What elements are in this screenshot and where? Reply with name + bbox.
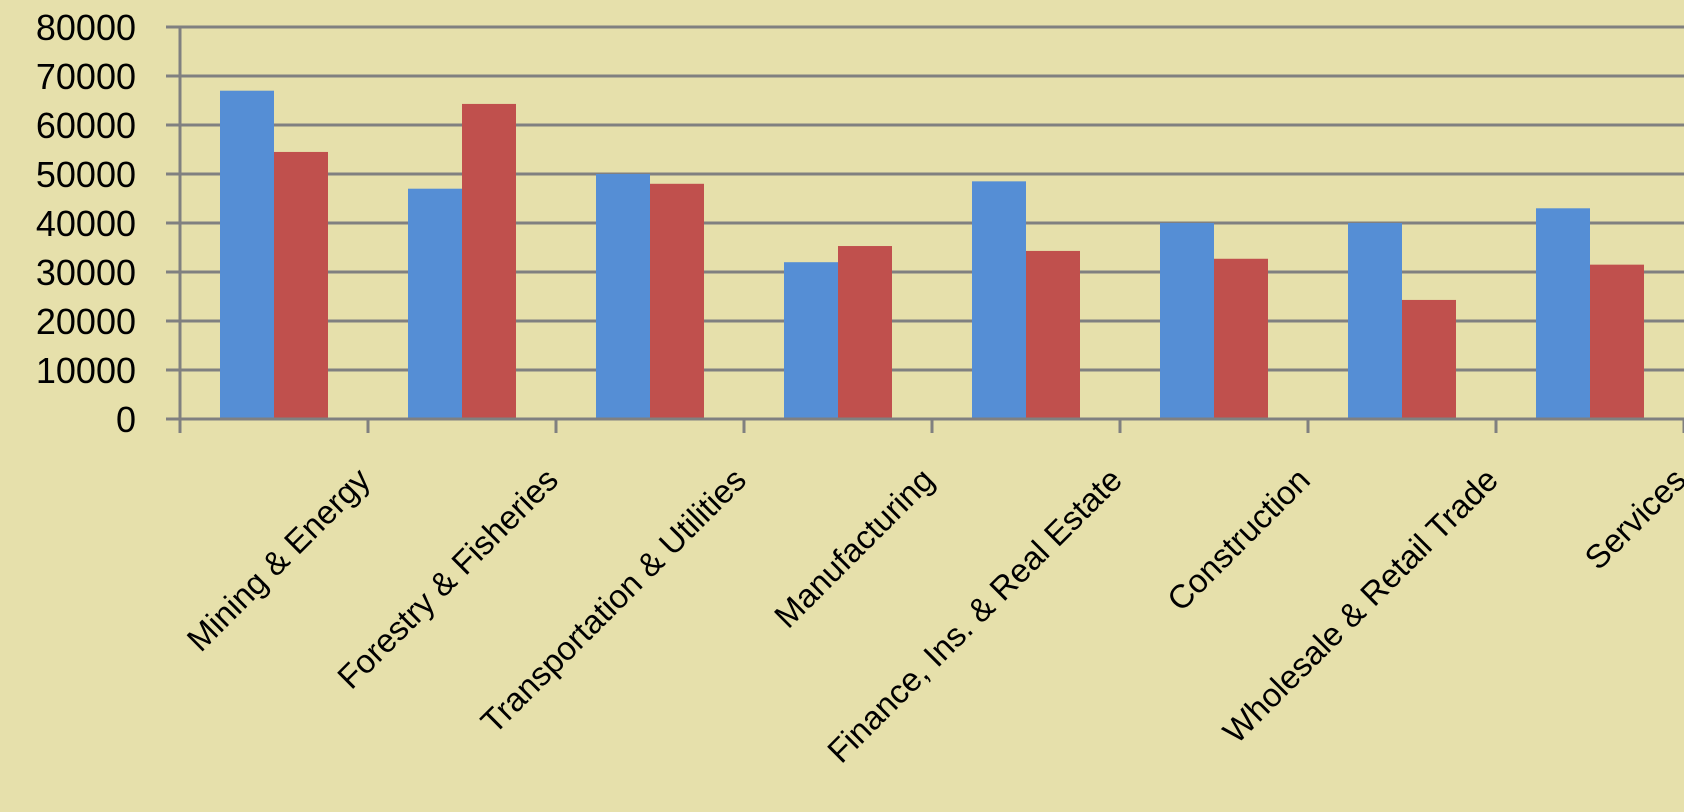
bar-series-1 bbox=[596, 174, 650, 419]
bar-series-2 bbox=[838, 246, 892, 419]
y-tick-label: 80000 bbox=[36, 7, 136, 48]
bar-series-1 bbox=[1160, 223, 1214, 419]
x-tick-label: Construction bbox=[1160, 461, 1317, 618]
bar-series-2 bbox=[1214, 258, 1268, 419]
y-tick-label: 70000 bbox=[36, 56, 136, 97]
x-axis bbox=[178, 27, 1684, 433]
bar-series-2 bbox=[1402, 299, 1456, 419]
bar-series-1 bbox=[1536, 208, 1590, 419]
x-tick-label: Services bbox=[1577, 461, 1684, 577]
y-tick-labels: 0 10000 20000 30000 40000 50000 60000 70000 8000… bbox=[36, 7, 136, 440]
y-tick-label: 0 bbox=[116, 399, 136, 440]
bars bbox=[220, 90, 1644, 420]
bar-series-1 bbox=[220, 90, 274, 419]
bar-series-2 bbox=[274, 151, 328, 419]
bar-series-2 bbox=[1590, 264, 1644, 419]
y-tick-label: 50000 bbox=[36, 154, 136, 195]
y-tick-label: 20000 bbox=[36, 301, 136, 342]
y-tick-label: 60000 bbox=[36, 105, 136, 146]
x-tick-label: Finance, Ins. & Real Estate bbox=[820, 461, 1129, 770]
bar-series-2 bbox=[650, 183, 704, 419]
x-tick-label: Manufacturing bbox=[767, 461, 941, 635]
bar-series-1 bbox=[784, 262, 838, 419]
x-tick-label: Mining & Energy bbox=[180, 460, 378, 658]
grid-lines bbox=[166, 25, 1684, 421]
bar-series-1 bbox=[408, 188, 462, 419]
y-tick-label: 40000 bbox=[36, 203, 136, 244]
bar-series-1 bbox=[1348, 223, 1402, 419]
y-tick-label: 10000 bbox=[36, 350, 136, 391]
bar-series-1 bbox=[972, 181, 1026, 419]
y-tick-label: 30000 bbox=[36, 252, 136, 293]
bar-series-2 bbox=[1026, 250, 1080, 419]
bar-series-2 bbox=[462, 103, 516, 420]
